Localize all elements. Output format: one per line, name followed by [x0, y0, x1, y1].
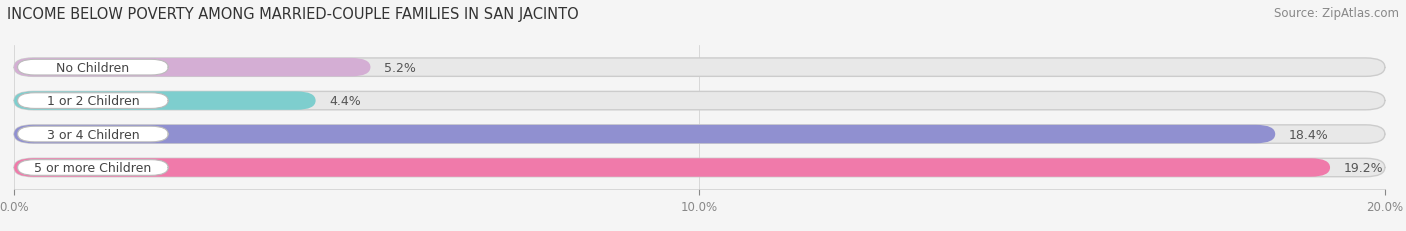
- Text: 19.2%: 19.2%: [1344, 161, 1384, 174]
- FancyBboxPatch shape: [17, 60, 169, 76]
- Text: No Children: No Children: [56, 61, 129, 74]
- FancyBboxPatch shape: [14, 125, 1385, 144]
- Text: 4.4%: 4.4%: [329, 95, 361, 108]
- Text: 5 or more Children: 5 or more Children: [34, 161, 152, 174]
- Text: INCOME BELOW POVERTY AMONG MARRIED-COUPLE FAMILIES IN SAN JACINTO: INCOME BELOW POVERTY AMONG MARRIED-COUPL…: [7, 7, 579, 22]
- FancyBboxPatch shape: [14, 92, 1385, 110]
- FancyBboxPatch shape: [14, 159, 1330, 177]
- FancyBboxPatch shape: [14, 92, 316, 110]
- FancyBboxPatch shape: [17, 127, 169, 142]
- Text: 1 or 2 Children: 1 or 2 Children: [46, 95, 139, 108]
- FancyBboxPatch shape: [17, 160, 169, 176]
- FancyBboxPatch shape: [14, 159, 1385, 177]
- FancyBboxPatch shape: [14, 59, 1385, 77]
- FancyBboxPatch shape: [14, 59, 371, 77]
- Text: 3 or 4 Children: 3 or 4 Children: [46, 128, 139, 141]
- Text: 5.2%: 5.2%: [384, 61, 416, 74]
- Text: 18.4%: 18.4%: [1289, 128, 1329, 141]
- Text: Source: ZipAtlas.com: Source: ZipAtlas.com: [1274, 7, 1399, 20]
- FancyBboxPatch shape: [17, 93, 169, 109]
- FancyBboxPatch shape: [14, 125, 1275, 144]
